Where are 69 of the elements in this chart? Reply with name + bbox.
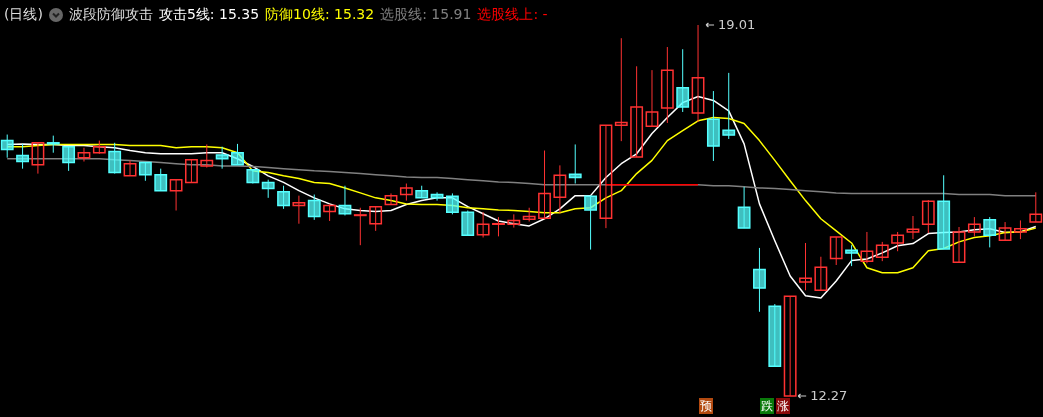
candlestick — [553, 164, 567, 214]
candlestick — [384, 192, 398, 206]
candlestick — [845, 244, 858, 267]
text: 防御10线: 15.32 — [265, 6, 375, 24]
candlestick — [676, 48, 690, 113]
candlestick — [891, 231, 905, 252]
candlestick — [476, 211, 490, 238]
candlestick — [62, 145, 76, 172]
candlestick — [753, 247, 766, 313]
candlestick — [660, 46, 674, 124]
candlestick — [799, 242, 812, 291]
candlestick — [231, 143, 244, 166]
annotation: 19.01 — [718, 17, 756, 32]
candlestick — [952, 226, 966, 263]
chart-title: (日线) — [4, 6, 43, 24]
candlestick — [77, 147, 91, 163]
candlestick — [31, 142, 45, 175]
candlestick — [292, 195, 306, 225]
candlestick — [998, 221, 1012, 241]
candlestick — [0, 134, 14, 159]
candlestick — [1029, 191, 1043, 223]
candlestick — [108, 142, 122, 175]
candlestick — [154, 168, 168, 192]
candlestick — [983, 216, 997, 248]
candlestick — [737, 186, 751, 229]
candlestick — [568, 143, 582, 185]
text: 选股线上: - — [477, 6, 548, 24]
candlestick — [921, 199, 935, 234]
chart-subtitle: 波段防御攻击 — [68, 6, 153, 24]
candlestick — [814, 256, 828, 292]
candlestick — [353, 207, 367, 246]
candlestick — [307, 194, 321, 221]
candlestick — [430, 191, 444, 202]
text: 预 — [699, 398, 713, 414]
candlestick — [829, 236, 843, 266]
candlestick — [1014, 219, 1027, 240]
text: 涨 — [776, 398, 790, 414]
candlestick — [200, 143, 214, 169]
text: 跌 — [760, 398, 774, 414]
candlestick — [599, 124, 613, 229]
candlestick — [584, 195, 598, 251]
candlestick — [507, 213, 521, 229]
candlestick — [875, 241, 889, 262]
text: 选股线: 15.91 — [380, 6, 472, 24]
candlestick — [261, 179, 275, 199]
candlestick — [16, 143, 29, 170]
candlestick — [538, 150, 551, 220]
candlestick — [645, 69, 659, 128]
candlestick — [783, 295, 797, 397]
candlestick — [492, 216, 505, 237]
candlestick — [185, 159, 198, 184]
candlestick — [338, 185, 352, 216]
candlestick — [860, 231, 874, 264]
candlestick — [967, 216, 981, 237]
candlestick — [277, 185, 290, 210]
candlestick — [906, 215, 920, 240]
candlestick — [722, 72, 736, 140]
candlestick — [445, 192, 459, 215]
candlestick — [691, 24, 705, 123]
candlestick — [461, 210, 475, 237]
candlestick — [169, 178, 183, 211]
candlestick — [123, 159, 137, 177]
candlestick — [369, 205, 383, 232]
candlestick — [138, 161, 152, 182]
annotation: 12.27 — [810, 388, 848, 403]
candlestick — [630, 65, 644, 158]
candlestick — [215, 146, 229, 170]
text: 攻击5线: 15.35 — [158, 6, 260, 24]
candlestick — [614, 37, 628, 142]
